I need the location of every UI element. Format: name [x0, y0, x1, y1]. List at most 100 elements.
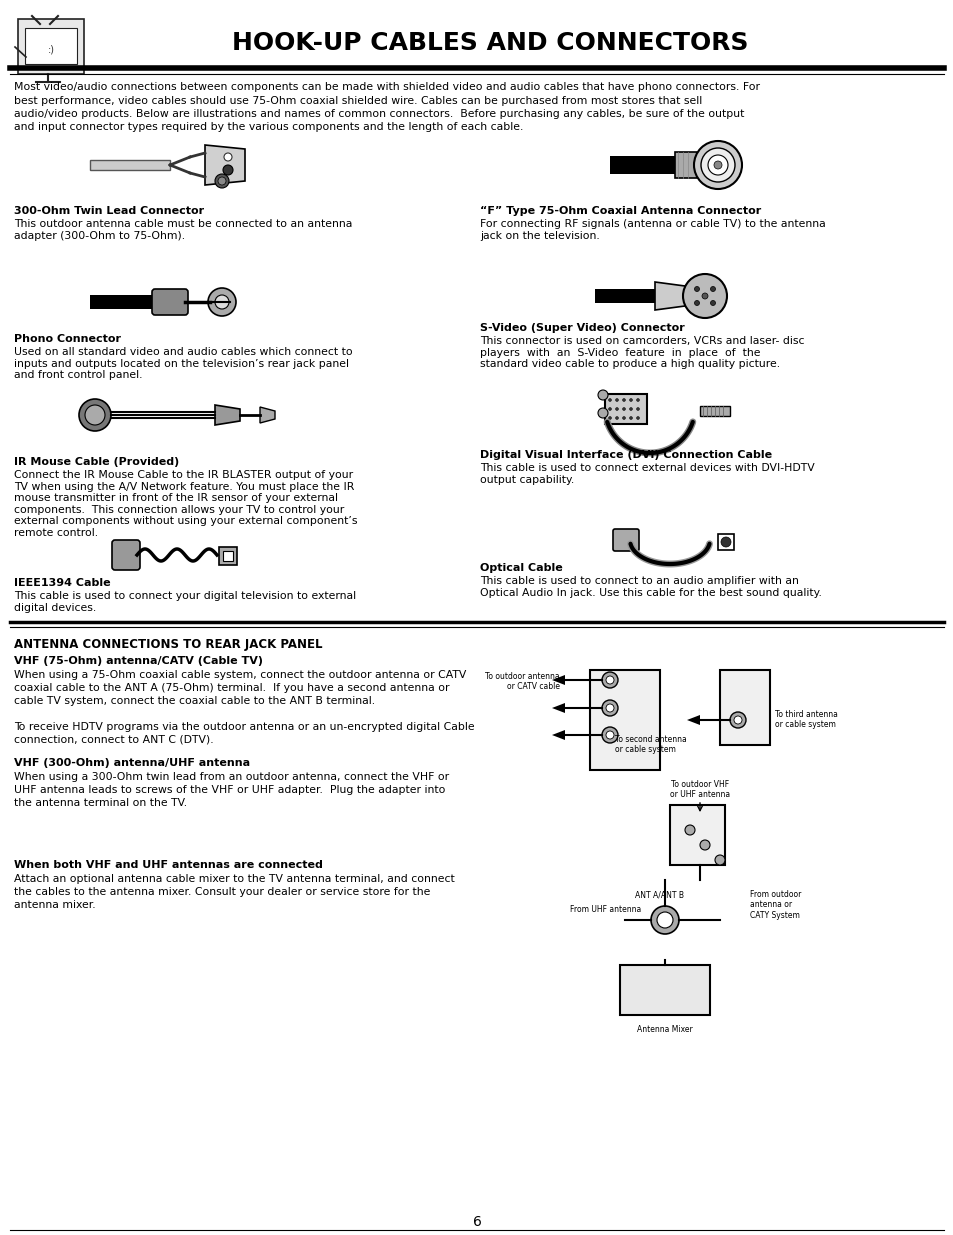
FancyBboxPatch shape	[613, 529, 639, 551]
Bar	[604, 394, 646, 424]
Polygon shape	[214, 405, 240, 425]
Text: Attach an optional antenna cable mixer to the TV antenna terminal, and connect: Attach an optional antenna cable mixer t…	[14, 874, 455, 884]
Text: “F” Type 75-Ohm Coaxial Antenna Connector: “F” Type 75-Ohm Coaxial Antenna Connecto…	[479, 206, 760, 216]
Text: and input connector types required by the various components and the length of e: and input connector types required by th…	[14, 122, 523, 132]
Circle shape	[598, 408, 607, 417]
Bar	[589, 671, 659, 769]
Text: This outdoor antenna cable must be connected to an antenna
adapter (300-Ohm to 7: This outdoor antenna cable must be conne…	[14, 219, 352, 241]
Text: Digital Visual Interface (DVI) Connection Cable: Digital Visual Interface (DVI) Connectio…	[479, 450, 771, 459]
Text: UHF antenna leads to screws of the VHF or UHF adapter.  Plug the adapter into: UHF antenna leads to screws of the VHF o…	[14, 785, 445, 795]
Text: connection, connect to ANT C (DTV).: connection, connect to ANT C (DTV).	[14, 735, 213, 745]
Circle shape	[608, 416, 611, 420]
Circle shape	[694, 300, 699, 305]
Circle shape	[710, 300, 715, 305]
Text: HOOK-UP CABLES AND CONNECTORS: HOOK-UP CABLES AND CONNECTORS	[232, 31, 747, 56]
Circle shape	[650, 906, 679, 934]
Circle shape	[701, 293, 707, 299]
Polygon shape	[552, 730, 564, 740]
Circle shape	[605, 676, 614, 684]
Circle shape	[601, 700, 618, 716]
Text: To second antenna
or cable system: To second antenna or cable system	[615, 735, 686, 755]
Circle shape	[601, 727, 618, 743]
Circle shape	[682, 274, 726, 317]
Text: Optical Cable: Optical Cable	[479, 563, 562, 573]
Bar	[90, 161, 170, 170]
Text: To outdoor VHF
or UHF antenna: To outdoor VHF or UHF antenna	[669, 781, 729, 799]
Bar	[619, 965, 709, 1015]
Circle shape	[622, 408, 625, 410]
Polygon shape	[686, 715, 700, 725]
Circle shape	[615, 399, 618, 401]
Text: Most video/audio connections between components can be made with shielded video : Most video/audio connections between com…	[14, 82, 760, 91]
Circle shape	[636, 408, 639, 410]
Bar	[675, 152, 697, 178]
Circle shape	[636, 399, 639, 401]
Text: cable TV system, connect the coaxial cable to the ANT B terminal.: cable TV system, connect the coaxial cab…	[14, 697, 375, 706]
Circle shape	[720, 537, 730, 547]
Circle shape	[622, 399, 625, 401]
Bar	[720, 671, 769, 745]
Circle shape	[636, 416, 639, 420]
Text: From outdoor
antenna or
CATY System: From outdoor antenna or CATY System	[749, 890, 801, 920]
Bar	[669, 805, 724, 864]
Text: When using a 75-Ohm coaxial cable system, connect the outdoor antenna or CATV: When using a 75-Ohm coaxial cable system…	[14, 671, 466, 680]
Text: Antenna Mixer: Antenna Mixer	[637, 1025, 692, 1034]
Circle shape	[608, 408, 611, 410]
Text: 300-Ohm Twin Lead Connector: 300-Ohm Twin Lead Connector	[14, 206, 204, 216]
Circle shape	[218, 177, 226, 185]
Circle shape	[729, 713, 745, 727]
Text: IEEE1394 Cable: IEEE1394 Cable	[14, 578, 111, 588]
Text: This cable is used to connect external devices with DVI-HDTV
output capability.: This cable is used to connect external d…	[479, 463, 814, 484]
Circle shape	[605, 704, 614, 713]
Text: IR Mouse Cable (Provided): IR Mouse Cable (Provided)	[14, 457, 179, 467]
Text: 6: 6	[472, 1215, 481, 1229]
Text: audio/video products. Below are illustrations and names of common connectors.  B: audio/video products. Below are illustra…	[14, 109, 743, 119]
Circle shape	[223, 165, 233, 175]
Circle shape	[608, 399, 611, 401]
Circle shape	[224, 153, 232, 161]
Circle shape	[713, 161, 721, 169]
Text: ANTENNA CONNECTIONS TO REAR JACK PANEL: ANTENNA CONNECTIONS TO REAR JACK PANEL	[14, 638, 322, 651]
Text: antenna mixer.: antenna mixer.	[14, 900, 95, 910]
Text: To third antenna
or cable system: To third antenna or cable system	[774, 710, 837, 730]
Text: Phono Connector: Phono Connector	[14, 333, 121, 345]
Circle shape	[710, 287, 715, 291]
Circle shape	[605, 731, 614, 739]
Polygon shape	[552, 703, 564, 713]
Polygon shape	[205, 144, 245, 185]
Circle shape	[629, 416, 632, 420]
Text: Connect the IR Mouse Cable to the IR BLASTER output of your
TV when using the A/: Connect the IR Mouse Cable to the IR BLA…	[14, 471, 357, 538]
Polygon shape	[655, 282, 684, 310]
FancyBboxPatch shape	[152, 289, 188, 315]
Text: best performance, video cables should use 75-Ohm coaxial shielded wire. Cables c: best performance, video cables should us…	[14, 95, 701, 105]
Circle shape	[214, 174, 229, 188]
Circle shape	[684, 825, 695, 835]
Text: When both VHF and UHF antennas are connected: When both VHF and UHF antennas are conne…	[14, 860, 322, 869]
Polygon shape	[260, 408, 274, 424]
Text: To receive HDTV programs via the outdoor antenna or an un-encrypted digital Cabl: To receive HDTV programs via the outdoor…	[14, 722, 475, 732]
Circle shape	[629, 408, 632, 410]
Bar	[595, 289, 655, 303]
Circle shape	[707, 156, 727, 175]
Circle shape	[700, 148, 734, 182]
Circle shape	[622, 416, 625, 420]
Text: :): :)	[48, 44, 54, 54]
Polygon shape	[552, 676, 564, 685]
Bar	[18, 19, 84, 74]
Circle shape	[629, 399, 632, 401]
Text: This cable is used to connect to an audio amplifier with an
Optical Audio In jac: This cable is used to connect to an audi…	[479, 576, 821, 598]
Text: VHF (75-Ohm) antenna/CATV (Cable TV): VHF (75-Ohm) antenna/CATV (Cable TV)	[14, 656, 263, 666]
Circle shape	[694, 287, 699, 291]
Circle shape	[700, 840, 709, 850]
Text: VHF (300-Ohm) antenna/UHF antenna: VHF (300-Ohm) antenna/UHF antenna	[14, 758, 250, 768]
Circle shape	[615, 408, 618, 410]
Bar	[700, 406, 729, 416]
Text: ANT A/ANT B: ANT A/ANT B	[635, 890, 684, 899]
Bar	[223, 551, 233, 561]
Circle shape	[79, 399, 111, 431]
Text: the antenna terminal on the TV.: the antenna terminal on the TV.	[14, 798, 187, 808]
Circle shape	[615, 416, 618, 420]
Text: When using a 300-Ohm twin lead from an outdoor antenna, connect the VHF or: When using a 300-Ohm twin lead from an o…	[14, 772, 449, 782]
Text: For connecting RF signals (antenna or cable TV) to the antenna
jack on the telev: For connecting RF signals (antenna or ca…	[479, 219, 825, 241]
Circle shape	[693, 141, 741, 189]
